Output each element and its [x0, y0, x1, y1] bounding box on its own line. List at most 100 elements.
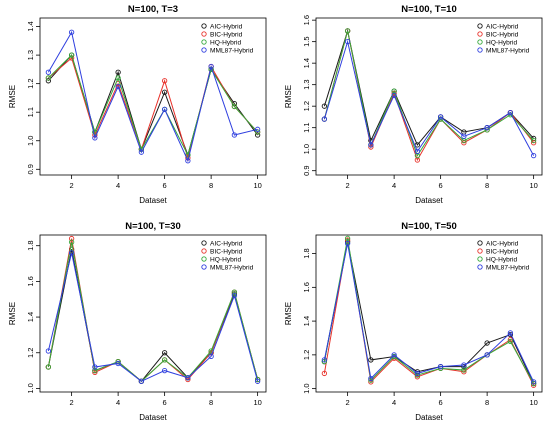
data-point-mml87-hybrid [344, 240, 351, 247]
legend-marker [201, 248, 207, 254]
x-tick-label: 6 [439, 181, 443, 190]
legend-label: AIC-Hybrid [486, 240, 519, 247]
data-point-mml87-hybrid [414, 370, 421, 377]
x-tick-label: 6 [163, 398, 167, 407]
chart-title: N=100, T=3 [128, 4, 178, 15]
x-tick-label: 6 [439, 398, 443, 407]
y-tick-label: 1.4 [26, 21, 35, 31]
data-point-hq-hybrid [344, 235, 351, 242]
plot-frame [315, 17, 543, 176]
data-point-hq-hybrid [68, 52, 75, 58]
y-tick-label: 1.1 [26, 107, 35, 117]
data-point-bic-hybrid [161, 78, 168, 84]
legend-label: BIC-Hybrid [210, 31, 243, 38]
legend-marker [477, 31, 483, 37]
data-point-mml87-hybrid [414, 148, 421, 154]
y-tick-label: 1.2 [26, 348, 35, 358]
legend-marker [201, 240, 207, 246]
y-axis-label: RMSE [8, 85, 17, 108]
legend-marker [477, 240, 483, 246]
series-line-mml87-hybrid [323, 39, 535, 156]
legend-label: BIC-Hybrid [486, 248, 519, 255]
data-point-mml87-hybrid [161, 367, 168, 374]
data-point-mml87-hybrid [507, 109, 514, 116]
x-axis-label: Dataset [415, 413, 443, 422]
data-point-aic-hybrid [321, 103, 328, 109]
series-line-mml87-hybrid [323, 243, 535, 383]
x-tick-label: 4 [392, 181, 396, 190]
data-point-mml87-hybrid [185, 158, 191, 164]
y-tick-label: 1.4 [302, 58, 311, 68]
data-point-hq-hybrid [92, 367, 98, 374]
data-point-mml87-hybrid [530, 152, 537, 159]
legend-marker [477, 23, 483, 29]
legend-label: BIC-Hybrid [210, 248, 243, 255]
x-axis-label: Dataset [139, 196, 167, 205]
data-point-hq-hybrid [115, 75, 121, 81]
legend-label: HQ-Hybrid [210, 39, 241, 46]
data-point-mml87-hybrid [115, 360, 121, 367]
y-tick-label: 1.0 [26, 136, 35, 146]
x-tick-label: 2 [70, 181, 74, 190]
series-line-hq-hybrid [47, 242, 259, 382]
y-tick-label: 1.3 [302, 79, 311, 89]
legend-label: AIC-Hybrid [486, 23, 519, 30]
legend-label: MML87-Hybrid [210, 47, 254, 54]
legend-label: HQ-Hybrid [210, 256, 241, 263]
x-tick-label: 8 [209, 398, 213, 407]
data-point-mml87-hybrid [461, 362, 467, 368]
y-tick-label: 1.6 [302, 282, 311, 292]
legend-marker [201, 23, 207, 29]
chart-panel-3: N=100, T=30 2 4 6 8 10 Dataset 1.0 1.2 1.4 1.6 1.8 R… [8, 221, 267, 422]
x-axis-label: Dataset [139, 413, 167, 422]
legend-marker [201, 39, 207, 45]
data-point-hq-hybrid [530, 137, 537, 144]
data-point-hq-hybrid [507, 338, 514, 345]
series-line-mml87-hybrid [47, 252, 259, 382]
y-tick-label: 1.2 [302, 350, 311, 360]
legend-label: BIC-Hybrid [486, 31, 519, 38]
x-tick-label: 2 [70, 398, 74, 407]
chart-title: N=100, T=10 [401, 4, 456, 15]
legend-label: MML87-Hybrid [486, 264, 530, 271]
data-point-mml87-hybrid [45, 348, 52, 354]
plot-frame [39, 234, 267, 393]
data-point-mml87-hybrid [461, 133, 467, 139]
data-point-mml87-hybrid [391, 92, 397, 99]
data-point-aic-hybrid [45, 78, 52, 84]
data-point-bic-hybrid [68, 235, 75, 242]
chart-panel-4: N=100, T=50 2 4 6 8 10 Dataset 1.0 1.2 1.4 1.6 1.8 R… [284, 221, 543, 422]
legend-label: AIC-Hybrid [210, 240, 243, 247]
legend-label: AIC-Hybrid [210, 23, 243, 30]
data-point-aic-hybrid [254, 132, 261, 138]
y-tick-label: 1.0 [302, 383, 311, 393]
x-tick-label: 8 [209, 181, 213, 190]
legend: AIC-HybridBIC-HybridHQ-HybridMML87-Hybri… [201, 23, 254, 54]
series-line-hq-hybrid [48, 54, 259, 157]
data-point-mml87-hybrid [45, 69, 52, 75]
legend: AIC-HybridBIC-HybridHQ-HybridMML87-Hybri… [477, 240, 530, 271]
y-tick-label: 1.5 [302, 36, 311, 46]
data-point-mml87-hybrid [138, 149, 145, 155]
data-point-mml87-hybrid [138, 378, 145, 384]
data-point-mml87-hybrid [68, 250, 75, 256]
legend: AIC-HybridBIC-HybridHQ-HybridMML87-Hybri… [201, 240, 254, 271]
x-tick-label: 10 [253, 398, 261, 407]
data-point-mml87-hybrid [254, 378, 261, 384]
data-point-mml87-hybrid [92, 364, 98, 370]
y-tick-label: 1.0 [26, 383, 35, 393]
data-point-hq-hybrid [254, 129, 261, 135]
x-tick-label: 2 [346, 181, 350, 190]
data-point-mml87-hybrid [321, 357, 328, 363]
data-point-mml87-hybrid [68, 29, 75, 35]
data-point-mml87-hybrid [185, 375, 191, 381]
data-point-mml87-hybrid [321, 116, 328, 122]
data-point-aic-hybrid [368, 357, 374, 363]
x-tick-label: 10 [529, 181, 537, 190]
legend-marker [201, 31, 207, 37]
data-point-aic-hybrid [484, 340, 490, 346]
series-line-aic-hybrid [323, 241, 535, 384]
data-point-hq-hybrid [161, 357, 168, 363]
x-tick-label: 6 [163, 181, 167, 190]
y-tick-label: 1.4 [302, 316, 311, 326]
